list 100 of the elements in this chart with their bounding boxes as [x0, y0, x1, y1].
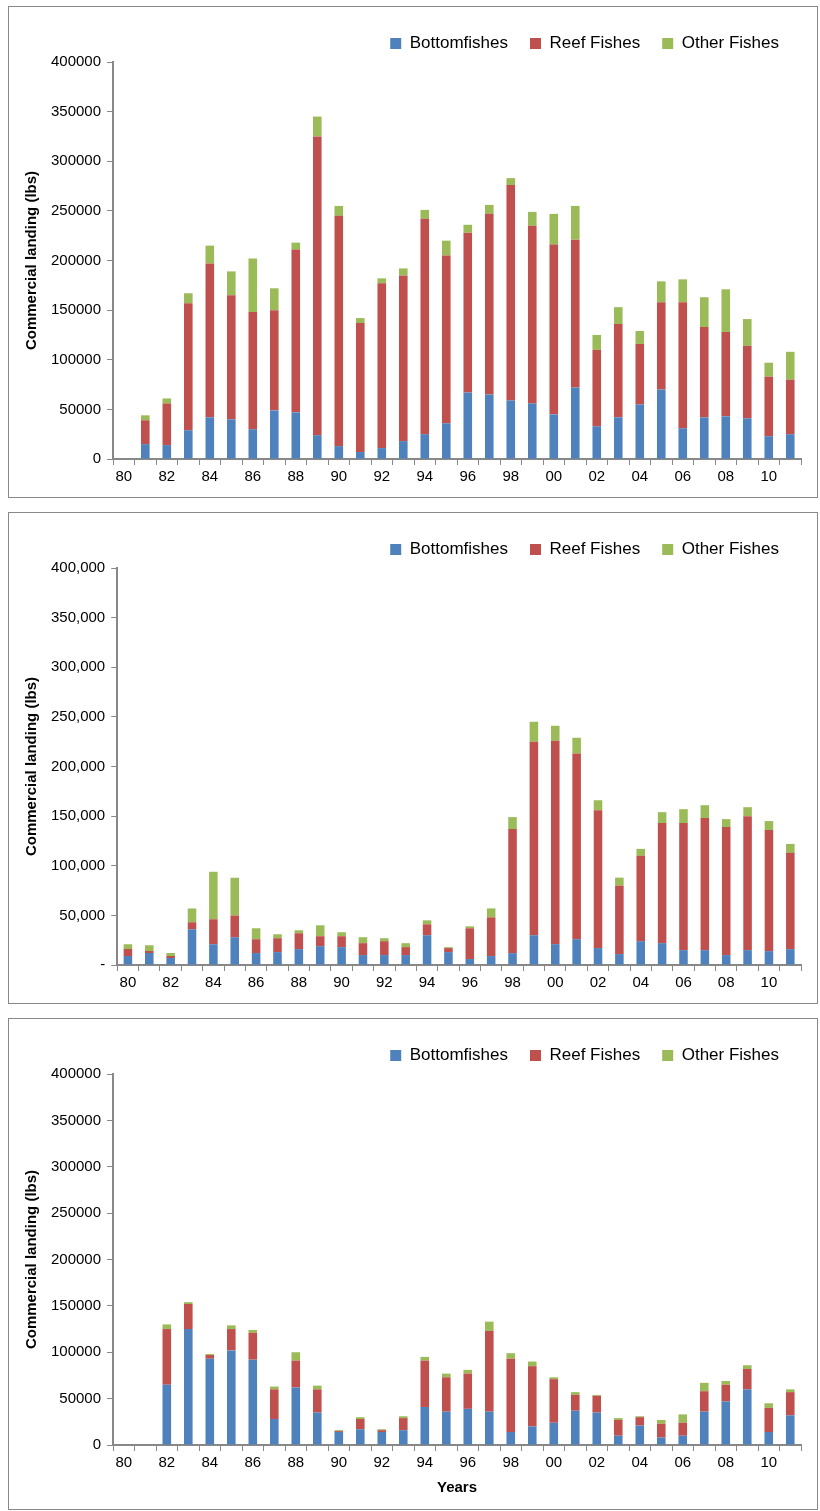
bar [721, 331, 731, 417]
bar [463, 1369, 473, 1374]
legend-label: Reef Fishes [549, 33, 641, 53]
bar [785, 1415, 795, 1445]
legend-label: Other Fishes [681, 33, 779, 53]
bar [508, 829, 517, 954]
bar [742, 345, 752, 419]
bar [550, 740, 560, 945]
bar [699, 297, 709, 327]
x-tick-label: 80 [115, 467, 133, 485]
bar [529, 741, 539, 936]
bar [592, 334, 602, 350]
legend-label: Bottomfishes [409, 539, 508, 559]
x-tick-label: 96 [461, 973, 479, 991]
bar [422, 924, 432, 936]
bar [227, 295, 236, 420]
y-tick-label: 400000 [50, 1064, 102, 1082]
bar [742, 1389, 752, 1445]
bar [291, 249, 301, 413]
bar [398, 1418, 408, 1431]
legend-label: Reef Fishes [549, 539, 641, 559]
bar [678, 279, 688, 303]
bar [656, 281, 666, 303]
bar [441, 1411, 451, 1445]
bar [678, 1414, 688, 1423]
x-tick-label: 10 [760, 1453, 778, 1471]
bar [420, 1356, 430, 1361]
bar [657, 943, 667, 965]
bar [721, 827, 731, 956]
x-tick-label: 90 [330, 1453, 348, 1471]
bar [401, 943, 410, 948]
bar [420, 209, 430, 219]
y-tick-label: 300,000 [50, 657, 106, 675]
bar [527, 1361, 537, 1367]
bar [398, 275, 408, 442]
bar [635, 343, 645, 405]
bar [398, 268, 408, 276]
bar [251, 928, 261, 940]
x-tick-label: 04 [631, 467, 649, 485]
y-tick-label: 250,000 [50, 707, 106, 725]
bar [291, 412, 301, 459]
bar [145, 953, 154, 965]
y-tick-label: 300000 [50, 1156, 102, 1174]
bar [441, 240, 451, 256]
bar [484, 1411, 494, 1445]
bar [377, 448, 387, 459]
bar [248, 1359, 258, 1445]
bar [291, 1360, 301, 1388]
bar [420, 218, 430, 435]
x-tick-label: 80 [119, 973, 137, 991]
bar [593, 948, 603, 965]
bar [377, 278, 387, 284]
bar [184, 303, 193, 431]
bar [700, 818, 710, 951]
bar [420, 434, 430, 459]
y-tick-label: 50000 [59, 1388, 102, 1406]
bar [166, 958, 175, 965]
legend-label: Bottomfishes [409, 33, 508, 53]
x-tick-label: 90 [330, 467, 348, 485]
bar [248, 1332, 258, 1360]
bar [484, 213, 494, 395]
bar [635, 1417, 645, 1426]
bar [678, 428, 688, 459]
bar [269, 310, 279, 411]
bar [785, 351, 795, 380]
bar [380, 955, 389, 965]
bar [337, 936, 346, 948]
bar [721, 416, 731, 459]
bar [484, 1321, 494, 1331]
bar [187, 922, 197, 930]
bar [358, 937, 368, 944]
bar [227, 271, 236, 296]
y-tick-label: 250000 [50, 1203, 102, 1221]
bar [273, 952, 282, 965]
bar [465, 928, 475, 960]
x-tick-label: 80 [115, 1453, 133, 1471]
bar [273, 938, 282, 953]
bar [355, 323, 365, 453]
y-tick-label: 100000 [50, 1342, 102, 1360]
bar [420, 1406, 430, 1445]
bar [230, 915, 240, 938]
x-tick-label: 92 [373, 1453, 391, 1471]
bar [422, 920, 432, 925]
bar [615, 877, 624, 886]
x-tick-label: 86 [247, 973, 265, 991]
x-tick-label: 94 [416, 1453, 434, 1471]
x-tick-label: 84 [201, 1453, 219, 1471]
x-tick-label: 88 [290, 973, 308, 991]
x-tick-label: 86 [244, 467, 262, 485]
x-tick-label: 98 [502, 467, 520, 485]
bar [678, 1422, 688, 1436]
bar [334, 205, 344, 216]
bar [248, 1329, 258, 1333]
bar [162, 1324, 172, 1330]
bar [398, 441, 408, 459]
bar [145, 945, 154, 952]
bar [743, 950, 752, 965]
bar [506, 400, 516, 459]
bar [699, 1411, 709, 1445]
bar [184, 293, 193, 304]
